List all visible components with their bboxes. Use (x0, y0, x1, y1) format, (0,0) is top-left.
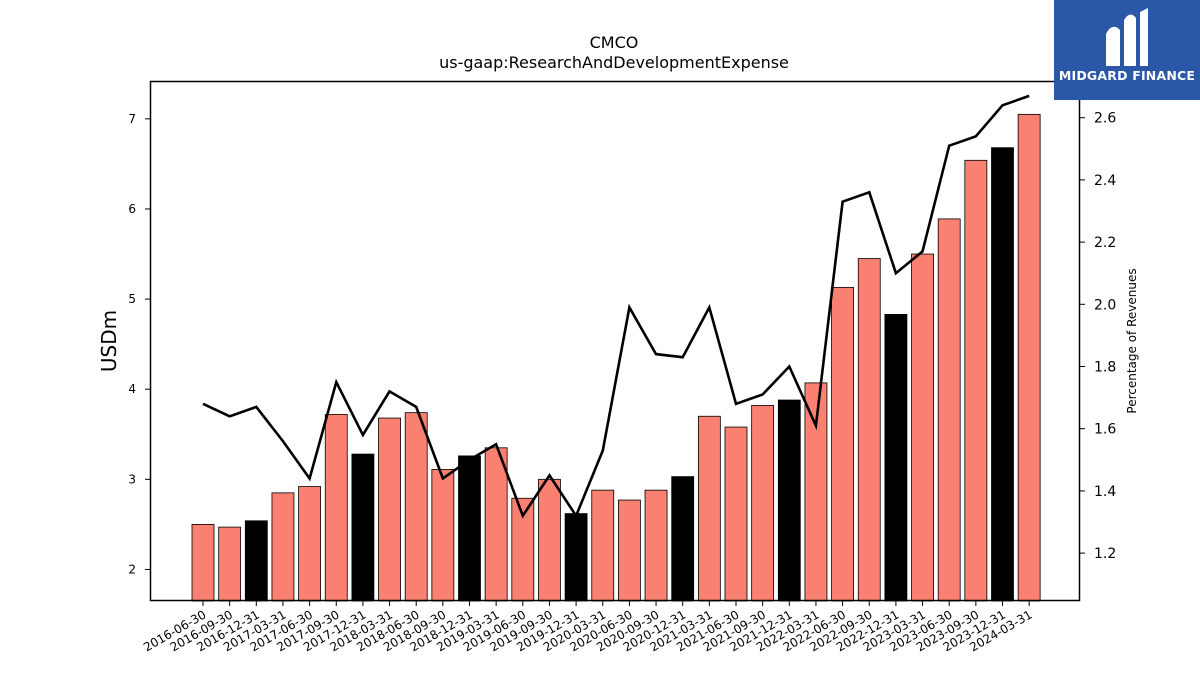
brand-mark-icon (1106, 8, 1148, 67)
bar-2020-12-31 (671, 476, 695, 602)
bar-2016-06-30 (191, 523, 215, 602)
y2-tick-label: 2.2 (1094, 235, 1116, 251)
bar-2022-06-30 (831, 286, 854, 602)
y-axis-label: USDm (97, 310, 121, 372)
bar-series (191, 113, 1041, 602)
y-tick-label: 5 (128, 292, 136, 306)
y2-tick-label: 1.4 (1094, 484, 1116, 500)
y-tick-label: 2 (128, 562, 136, 576)
bar-2019-03-31 (484, 447, 508, 602)
y2-tick-label: 2.0 (1094, 297, 1116, 313)
bar-2018-06-30 (404, 412, 428, 602)
bar-2017-06-30 (298, 486, 322, 602)
bar-2022-12-31 (884, 314, 908, 602)
y-tick-label: 3 (128, 472, 136, 486)
y2-axis-label: Percentage of Revenues (1125, 268, 1139, 413)
brand-name: MIDGARD FINANCE (1058, 68, 1196, 83)
bar-2023-12-31 (991, 147, 1014, 602)
line-series (202, 94, 1030, 519)
y-tick-label: 6 (128, 202, 136, 216)
y2-tick-label: 1.6 (1094, 422, 1116, 438)
y2-tick-label: 2.6 (1094, 111, 1116, 127)
bar-2021-06-30 (724, 426, 748, 602)
bar-2021-03-31 (697, 415, 721, 602)
bar-2022-09-30 (857, 258, 881, 602)
bar-2017-03-31 (271, 492, 295, 602)
bar-2016-09-30 (218, 526, 242, 602)
percentage-line (202, 94, 1030, 519)
brand-logo: MIDGARD FINANCE (1054, 0, 1200, 100)
bar-2017-09-30 (324, 414, 348, 602)
bar-2019-12-31 (564, 513, 588, 602)
y2-tick-label: 2.4 (1094, 173, 1116, 189)
bar-2024-03-31 (1017, 113, 1041, 602)
bar-2017-12-31 (351, 453, 375, 602)
chart-title: CMCO (590, 33, 639, 52)
bar-2021-12-31 (777, 399, 801, 602)
bar-2023-09-30 (964, 159, 988, 602)
y2-tick-label: 1.2 (1094, 546, 1116, 562)
y2-tick-label: 1.8 (1094, 360, 1116, 376)
bar-2018-12-31 (458, 455, 481, 602)
bar-2018-03-31 (378, 417, 401, 602)
plot-frame (149, 80, 1081, 602)
bar-2018-09-30 (431, 469, 455, 602)
bar-2021-09-30 (751, 405, 775, 602)
y-tick-label: 7 (128, 112, 136, 126)
y-tick-label: 4 (128, 382, 136, 396)
bar-2023-03-31 (911, 253, 934, 602)
bar-2019-09-30 (538, 478, 561, 602)
chart-subtitle: us-gaap:ResearchAndDevelopmentExpense (439, 53, 789, 72)
bar-2020-03-31 (591, 489, 615, 602)
bar-2023-06-30 (937, 218, 961, 602)
axes: 2345671.21.41.61.82.02.22.42.62016-06-30… (128, 111, 1116, 655)
bar-2016-12-31 (244, 520, 268, 602)
bar-2020-06-30 (618, 499, 641, 602)
bar-2020-09-30 (644, 489, 668, 602)
